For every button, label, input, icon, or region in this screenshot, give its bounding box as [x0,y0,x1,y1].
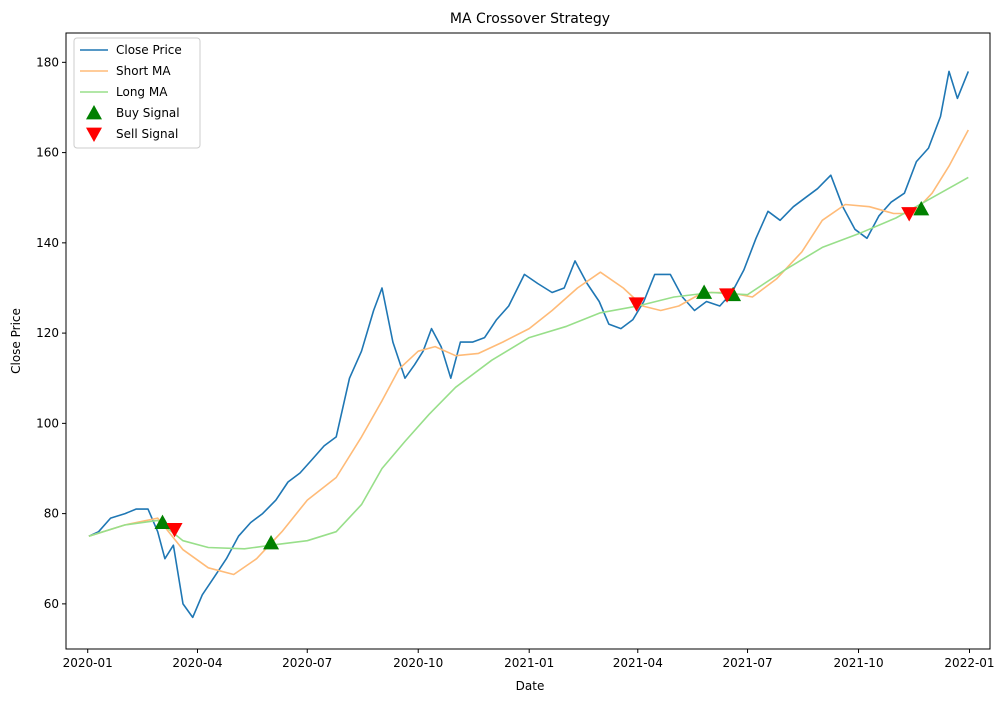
legend-swatch-buy-marker [86,105,102,120]
short-ma-line [88,129,970,576]
x-tick-label: 2021-04 [613,656,663,670]
x-tick-label: 2021-10 [833,656,883,670]
x-tick-label: 2022-01 [944,656,994,670]
x-tick-label: 2021-01 [504,656,554,670]
y-tick-label: 160 [36,146,59,160]
legend-label: Close Price [116,43,182,57]
legend-entry-short-ma: Short MA [80,64,171,78]
axes-frame [65,32,991,650]
legend-box [73,37,201,149]
legend-label: Buy Signal [116,106,180,120]
x-axis-label: Date [516,679,545,693]
sell-signal-markers [166,207,918,538]
buy-signal-marker [913,201,930,216]
legend-entry-long-ma: Long MA [80,85,168,99]
sell-signal-marker [719,288,736,303]
legend-label: Long MA [116,85,168,99]
y-tick-label: 120 [36,326,59,340]
close-price-line [88,70,970,619]
buy-signal-marker [263,534,280,550]
x-tick-label: 2020-07 [282,656,332,670]
x-tick-label: 2020-01 [63,656,113,670]
legend-entry-close-price: Close Price [80,43,182,57]
buy-signal-marker [696,284,713,299]
plot-area: 60 80 100 120 140 160 180 2020-01 2020-04 2020-07… [36,32,995,670]
x-axis-ticks: 2020-01 2020-04 2020-07 2020-10 2021-01 2021-… [63,649,995,670]
long-ma-line [88,176,969,550]
y-tick-label: 180 [36,55,59,69]
y-tick-label: 80 [44,507,59,521]
y-axis-label: Close Price [9,308,23,374]
x-tick-label: 2021-07 [722,656,772,670]
y-axis-ticks: 60 80 100 120 140 160 180 [36,55,66,611]
legend-entry-buy-signal: Buy Signal [86,105,180,120]
y-tick-label: 140 [36,236,59,250]
y-tick-label: 100 [36,416,59,430]
chart-title: MA Crossover Strategy [450,11,610,27]
x-tick-label: 2020-10 [393,656,443,670]
legend-label: Short MA [116,64,171,78]
legend-entry-sell-signal: Sell Signal [86,127,178,142]
sell-signal-marker [901,207,918,222]
sell-signal-marker [166,523,183,538]
y-tick-label: 60 [44,597,59,611]
legend-swatch-sell-marker [86,127,102,142]
legend-label: Sell Signal [116,127,178,141]
sell-signal-marker [628,297,645,312]
buy-signal-marker [154,514,171,530]
legend: Close Price Short MA Long MA Buy Signal Sell… [73,37,201,149]
x-tick-label: 2020-04 [172,656,222,670]
